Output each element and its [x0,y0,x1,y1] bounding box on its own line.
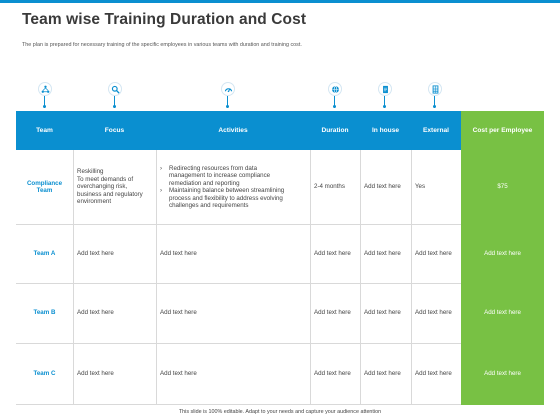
focus-line: To meet demands of [77,175,134,183]
icon-dot [333,105,336,108]
focus-line: overchanging risk, [77,183,128,191]
table-row-in-house: Add text here [364,249,401,257]
speedometer-icon [221,82,235,96]
table-row-duration: Add text here [314,369,351,377]
activity-bullet-item: › Redirecting resources from data manage… [160,165,284,188]
header-external: External [411,111,461,150]
row-divider [16,224,461,225]
bullet-chevron-icon: › [160,164,163,172]
focus-line: environment [77,198,112,206]
team-name-line: Team [36,187,53,194]
icon-stem [384,96,385,108]
icon-dot [383,105,386,108]
column-divider [360,150,361,405]
activity-line: management to increase compliance [169,172,271,179]
header-focus: Focus [73,111,156,150]
footer-note: This slide is 100% editable. Adapt to yo… [178,409,382,415]
focus-icon-marker [38,82,52,108]
activity-bullet-item: › Maintaining balance between streamlini… [160,187,284,210]
table-row-team: Team A [33,249,56,257]
in-house-icon-marker [378,82,392,108]
table-row-external: Add text here [415,249,452,257]
icon-dot [433,105,436,108]
icon-dot [113,105,116,108]
table-row-team: Team C [33,369,56,377]
row-divider [16,404,461,405]
focus-line: business and regulatory [77,190,143,198]
table-row-focus: Reskilling To meet demands of overchangi… [77,150,156,224]
activity-line: Redirecting resources from data [169,164,258,172]
magnifier-icon [108,82,122,96]
activity-line: challenges and requirements [169,202,249,209]
table-row-in-house: Add text here [364,183,401,191]
column-divider [411,150,412,405]
header-duration: Duration [310,111,360,150]
activities-speed-icon-marker [221,82,235,108]
icon-dot [43,105,46,108]
spreadsheet-icon [428,82,442,96]
activities-search-icon-marker [108,82,122,108]
activity-line: remediation and reporting [169,179,240,187]
team-name-line: Compliance [26,179,63,187]
icon-stem [44,96,45,108]
header-team: Team [16,111,73,150]
bullet-chevron-icon: › [160,187,163,194]
icon-stem [434,96,435,108]
table-row-focus: Add text here [77,249,114,257]
icon-stem [227,96,228,108]
icon-stem [334,96,335,108]
table-row-external: Add text here [415,369,452,377]
header-cost-per-employee: Cost per Employee [461,111,544,150]
activity-line: process and flexibility to address evolv… [169,194,283,202]
cost-column-background [461,150,544,405]
external-icon-marker [428,82,442,108]
page-title: Team wise Training Duration and Cost [22,11,307,28]
table-row-external: Yes [415,183,426,191]
table-row-focus: Add text here [77,309,114,317]
table-row-cost: $75 [497,183,508,191]
focus-line: Reskilling [77,168,104,176]
document-icon [378,82,392,96]
top-accent-bar [0,0,560,3]
training-table: Team Focus Activities Duration In house … [16,111,544,405]
table-row-activities: Add text here [160,309,197,317]
table-row-team: Compliance Team [16,150,73,224]
table-row-activities: Add text here [160,249,197,257]
table-row-in-house: Add text here [364,309,401,317]
duration-icon-marker [328,82,342,108]
table-row-cost: Add text here [484,249,521,257]
activity-line: Maintaining balance between streamlining [169,187,285,194]
column-divider [73,150,74,405]
row-divider [16,283,461,284]
column-icons-row [0,82,560,108]
table-row-cost: Add text here [484,309,521,317]
header-activities: Activities [156,111,310,150]
globe-icon [328,82,342,96]
network-people-icon [38,82,52,96]
table-row-activities: › Redirecting resources from data manage… [160,150,310,224]
table-row-duration: Add text here [314,309,351,317]
table-row-in-house: Add text here [364,369,401,377]
table-row-duration: Add text here [314,249,351,257]
page-subtitle: The plan is prepared for necessary train… [22,42,302,48]
table-row-activities: Add text here [160,369,197,377]
icon-dot [226,105,229,108]
header-in-house: In house [360,111,411,150]
icon-stem [114,96,115,108]
column-divider [310,150,311,405]
table-row-duration: 2-4 months [314,183,345,191]
row-divider [16,343,461,344]
table-row-team: Team B [33,309,56,317]
table-row-focus: Add text here [77,369,114,377]
table-row-external: Add text here [415,309,452,317]
column-divider [156,150,157,405]
table-row-cost: Add text here [484,369,521,377]
